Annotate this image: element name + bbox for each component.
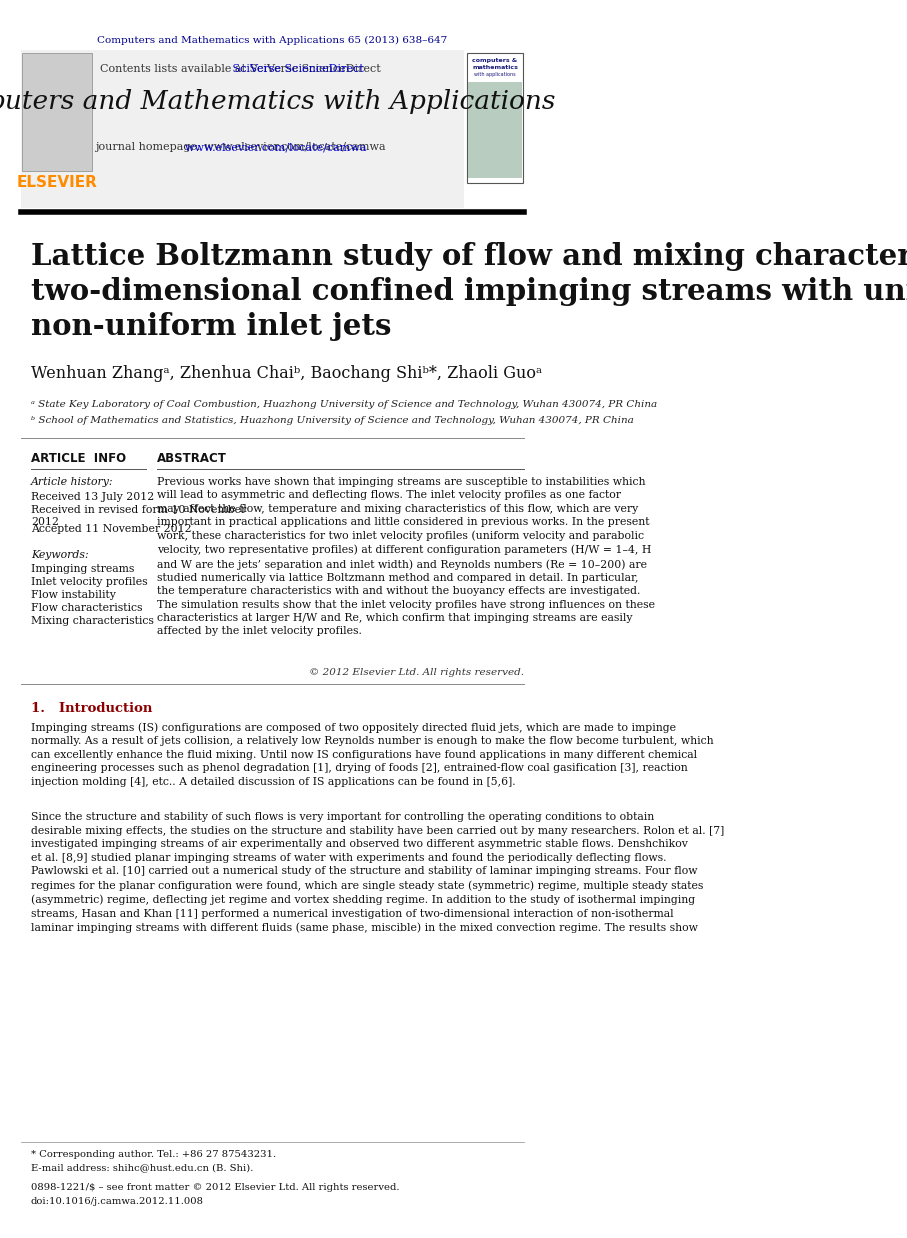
- Text: 1.   Introduction: 1. Introduction: [31, 702, 152, 716]
- Text: mathematics: mathematics: [472, 66, 518, 71]
- Text: Contents lists available at SciVerse ScienceDirect: Contents lists available at SciVerse Sci…: [101, 64, 381, 74]
- Text: doi:10.1016/j.camwa.2012.11.008: doi:10.1016/j.camwa.2012.11.008: [31, 1197, 204, 1206]
- FancyBboxPatch shape: [21, 50, 464, 208]
- Text: Received 13 July 2012: Received 13 July 2012: [31, 491, 154, 501]
- Text: Mixing characteristics: Mixing characteristics: [31, 617, 153, 626]
- Text: ELSEVIER: ELSEVIER: [16, 175, 97, 189]
- Text: Impinging streams: Impinging streams: [31, 565, 134, 574]
- Text: www.elsevier.com/locate/camwa: www.elsevier.com/locate/camwa: [115, 142, 366, 152]
- Text: Since the structure and stability of such flows is very important for controllin: Since the structure and stability of suc…: [31, 812, 724, 933]
- Text: ᵇ School of Mathematics and Statistics, Huazhong University of Science and Techn: ᵇ School of Mathematics and Statistics, …: [31, 416, 634, 425]
- Text: © 2012 Elsevier Ltd. All rights reserved.: © 2012 Elsevier Ltd. All rights reserved…: [309, 669, 524, 677]
- Text: Previous works have shown that impinging streams are susceptible to instabilitie: Previous works have shown that impinging…: [157, 477, 655, 636]
- Text: journal homepage: www.elsevier.com/locate/camwa: journal homepage: www.elsevier.com/locat…: [95, 142, 386, 152]
- Text: ARTICLE  INFO: ARTICLE INFO: [31, 452, 126, 465]
- Text: Accepted 11 November 2012: Accepted 11 November 2012: [31, 524, 191, 534]
- Text: Lattice Boltzmann study of flow and mixing characteristics of
two-dimensional co: Lattice Boltzmann study of flow and mixi…: [31, 241, 907, 340]
- Text: E-mail address: shihc@hust.edu.cn (B. Shi).: E-mail address: shihc@hust.edu.cn (B. Sh…: [31, 1162, 253, 1172]
- Text: ABSTRACT: ABSTRACT: [157, 452, 227, 465]
- Text: Wenhuan Zhangᵃ, Zhenhua Chaiᵇ, Baochang Shiᵇ*, Zhaoli Guoᵃ: Wenhuan Zhangᵃ, Zhenhua Chaiᵇ, Baochang …: [31, 365, 541, 383]
- Text: Impinging streams (IS) configurations are composed of two oppositely directed fl: Impinging streams (IS) configurations ar…: [31, 722, 714, 787]
- Text: SciVerse ScienceDirect: SciVerse ScienceDirect: [117, 64, 364, 74]
- Text: Computers and Mathematics with Applications 65 (2013) 638–647: Computers and Mathematics with Applicati…: [97, 36, 447, 45]
- Text: Received in revised form 10 November
2012: Received in revised form 10 November 201…: [31, 505, 246, 527]
- Text: Article history:: Article history:: [31, 477, 113, 487]
- Text: with applications: with applications: [474, 72, 516, 77]
- Text: 0898-1221/$ – see front matter © 2012 Elsevier Ltd. All rights reserved.: 0898-1221/$ – see front matter © 2012 El…: [31, 1184, 399, 1192]
- Text: Flow instability: Flow instability: [31, 591, 116, 600]
- Bar: [468, 82, 522, 178]
- Text: * Corresponding author. Tel.: +86 27 87543231.: * Corresponding author. Tel.: +86 27 875…: [31, 1150, 276, 1159]
- Text: Inlet velocity profiles: Inlet velocity profiles: [31, 577, 148, 587]
- Text: computers &: computers &: [473, 58, 518, 63]
- Text: Keywords:: Keywords:: [31, 550, 88, 560]
- Bar: [22, 53, 92, 171]
- Text: Computers and Mathematics with Applications: Computers and Mathematics with Applicati…: [0, 89, 555, 114]
- Text: ᵃ State Key Laboratory of Coal Combustion, Huazhong University of Science and Te: ᵃ State Key Laboratory of Coal Combustio…: [31, 400, 657, 409]
- Bar: [467, 53, 522, 183]
- Text: Flow characteristics: Flow characteristics: [31, 603, 142, 613]
